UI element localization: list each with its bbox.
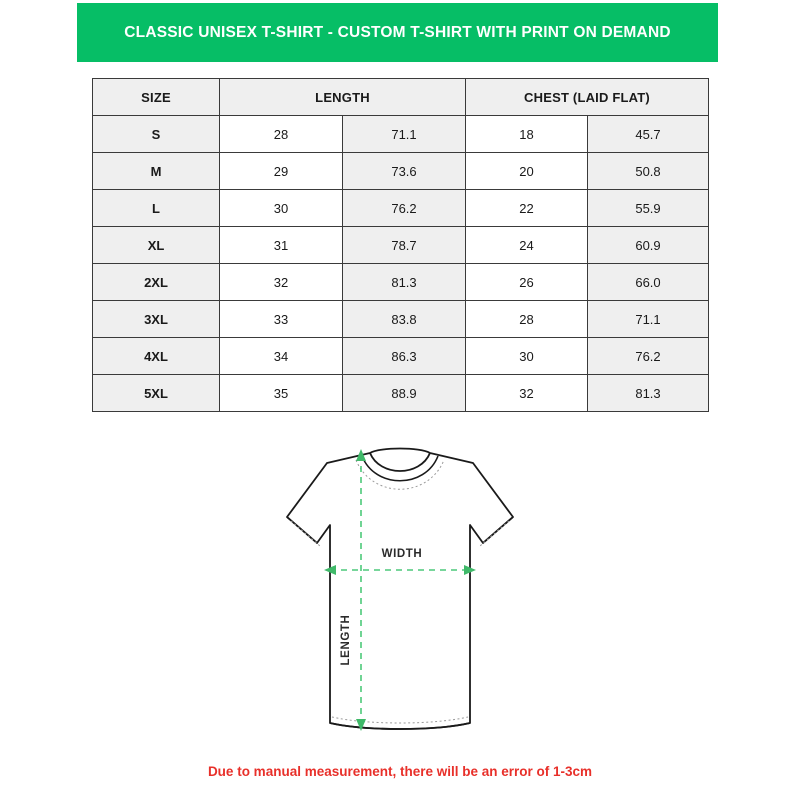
cell-chest-cm: 60.9 [586,226,710,264]
table-row: 2XL 32 81.3 26 66.0 [92,263,710,301]
cell-size: 5XL [92,374,220,412]
cell-chest-cm: 81.3 [586,374,710,412]
tshirt-outline-icon [286,447,514,730]
cell-length-inches: 34 [219,337,343,375]
cell-length-inches: 35 [219,374,343,412]
cell-chest-inches: 32 [465,374,588,412]
cell-chest-cm: 66.0 [586,263,710,301]
table-row: XL 31 78.7 24 60.9 [92,226,710,264]
column-header-size: SIZE [92,78,220,116]
cell-size: 2XL [92,263,220,301]
cell-length-cm: 81.3 [342,263,466,301]
page-title: CLASSIC UNISEX T-SHIRT - CUSTOM T-SHIRT … [124,23,671,41]
cell-length-cm: 76.2 [342,189,466,227]
tshirt-diagram: WIDTH LENGTH [230,425,570,745]
cell-length-cm: 88.9 [342,374,466,412]
cell-length-inches: 30 [219,189,343,227]
length-label: LENGTH [340,615,352,666]
cell-length-cm: 83.8 [342,300,466,338]
cell-length-inches: 29 [219,152,343,190]
width-arrow-left-icon [324,565,336,575]
cell-length-inches: 33 [219,300,343,338]
table-row: S 28 71.1 18 45.7 [92,115,710,153]
cell-size: L [92,189,220,227]
hem-line-icon [329,722,471,730]
cell-chest-cm: 76.2 [586,337,710,375]
collar-inner-icon [369,452,431,472]
width-label: WIDTH [382,548,423,560]
cell-chest-cm: 45.7 [586,115,710,153]
table-row: M 29 73.6 20 50.8 [92,152,710,190]
cell-chest-inches: 30 [465,337,588,375]
hem-stitch-icon [331,716,469,724]
cell-size: XL [92,226,220,264]
cell-length-cm: 71.1 [342,115,466,153]
cell-chest-inches: 26 [465,263,588,301]
measurement-disclaimer: Due to manual measurement, there will be… [207,764,593,779]
cell-chest-inches: 18 [465,115,588,153]
cell-length-inches: 31 [219,226,343,264]
cell-length-cm: 78.7 [342,226,466,264]
cell-size: M [92,152,220,190]
cell-chest-inches: 24 [465,226,588,264]
left-cuff-stitch-icon [290,520,321,547]
cell-chest-inches: 28 [465,300,588,338]
cell-size: 4XL [92,337,220,375]
cell-size: S [92,115,220,153]
table-row: 5XL 35 88.9 32 81.3 [92,374,710,412]
cell-chest-inches: 20 [465,152,588,190]
header-banner: CLASSIC UNISEX T-SHIRT - CUSTOM T-SHIRT … [77,3,718,62]
table-row: 4XL 34 86.3 30 76.2 [92,337,710,375]
length-arrow-bottom-icon [356,719,366,731]
cell-chest-cm: 55.9 [586,189,710,227]
table-header: SIZE LENGTH CHEST (LAID FLAT) [92,78,710,116]
table-row: 3XL 33 83.8 28 71.1 [92,300,710,338]
cell-chest-cm: 50.8 [586,152,710,190]
cell-size: 3XL [92,300,220,338]
cell-chest-inches: 22 [465,189,588,227]
cell-length-cm: 86.3 [342,337,466,375]
table-row: L 30 76.2 22 55.9 [92,189,710,227]
size-table-container: SIZE LENGTH CHEST (LAID FLAT) S 28 71.1 18 4… [92,78,710,412]
column-header-chest: CHEST (LAID FLAT) [464,78,710,116]
cell-length-cm: 73.6 [342,152,466,190]
collar-outer-icon [361,455,439,482]
size-table: SIZE LENGTH CHEST (LAID FLAT) S 28 71.1 18 4… [92,78,710,412]
table-header-row: SIZE LENGTH CHEST (LAID FLAT) [92,78,710,116]
cell-chest-cm: 71.1 [586,300,710,338]
cell-length-inches: 32 [219,263,343,301]
table-body: S 28 71.1 18 45.7 M 29 73.6 20 50.8 L 30 76.2 22 55.9 X… [92,115,710,412]
length-arrow-top-icon [356,449,366,461]
cell-length-inches: 28 [219,115,343,153]
width-arrow-right-icon [464,565,476,575]
column-header-length: LENGTH [219,78,466,116]
right-cuff-stitch-icon [479,520,510,547]
